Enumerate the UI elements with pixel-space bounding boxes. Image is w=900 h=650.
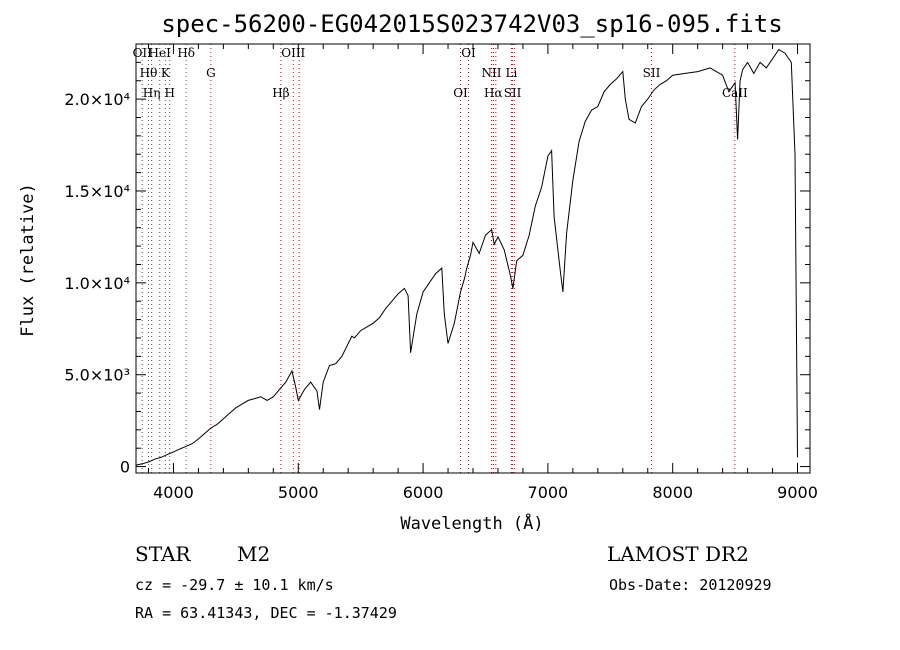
y-tick-label: 2.0×10⁴ [64,90,130,109]
y-tick-label: 1.5×10⁴ [64,182,130,201]
spectral-line-label: OI [453,86,468,100]
x-axis-ticks: 4000 5000 6000 7000 8000 9000 [147,44,818,502]
spectral-line-labels: OIIHθHηHeIKHHδGHβOIIIOIOINIIHαLiSIISIICa… [133,46,748,100]
spectral-line-label: OII [133,46,153,60]
spectral-line-label: Hθ [140,66,158,80]
x-tick-label: 5000 [278,483,319,502]
spectral-line-markers [141,44,736,473]
x-tick-label: 8000 [652,483,693,502]
spectral-line-label: Li [506,66,518,80]
y-axis-ticks: 0 5.0×10³ 1.0×10⁴ 1.5×10⁴ 2.0×10⁴ [64,61,810,477]
observation-date: Obs-Date: 20120929 [609,576,772,594]
redshift-cz: cz = -29.7 ± 10.1 km/s [135,576,334,594]
y-tick-label: 5.0×10³ [64,366,130,385]
spectral-line-label: NII [481,66,501,80]
spectral-line-label: HeI [149,46,172,60]
chart-title: spec-56200-EG042015S023742V03_sp16-095.f… [161,10,782,38]
y-tick-label: 0 [120,458,130,477]
x-tick-label: 9000 [777,483,818,502]
spectral-line-label: Hα [484,86,503,100]
spectral-line-label: SII [504,86,522,100]
spectral-line-label: K [161,66,171,80]
ra-dec: RA = 63.41343, DEC = -1.37429 [135,604,397,622]
spectrum-chart: spec-56200-EG042015S023742V03_sp16-095.f… [18,10,818,534]
x-tick-label: 4000 [153,483,194,502]
spectral-line-label: SII [643,66,661,80]
y-tick-label: 1.0×10⁴ [64,274,130,293]
x-tick-label: 6000 [403,483,444,502]
x-tick-label: 7000 [528,483,569,502]
spectral-line-label: H [164,86,174,100]
object-type: STAR [135,542,191,566]
spectral-line-label: G [206,66,216,80]
spectral-line-label: Hη [143,86,161,100]
spectrum-line [135,48,798,466]
plot-frame [135,43,811,474]
spectral-line-label: OI [461,46,476,60]
spectral-line-label: Hδ [177,46,195,60]
spectral-line-label: Hβ [272,86,289,100]
x-axis-label: Wavelength (Å) [400,512,543,534]
object-subclass: M2 [237,542,271,566]
spectral-line-label: OIII [281,46,305,60]
y-axis-label: Flux (relative) [18,183,38,337]
survey-name: LAMOST DR2 [607,542,749,566]
